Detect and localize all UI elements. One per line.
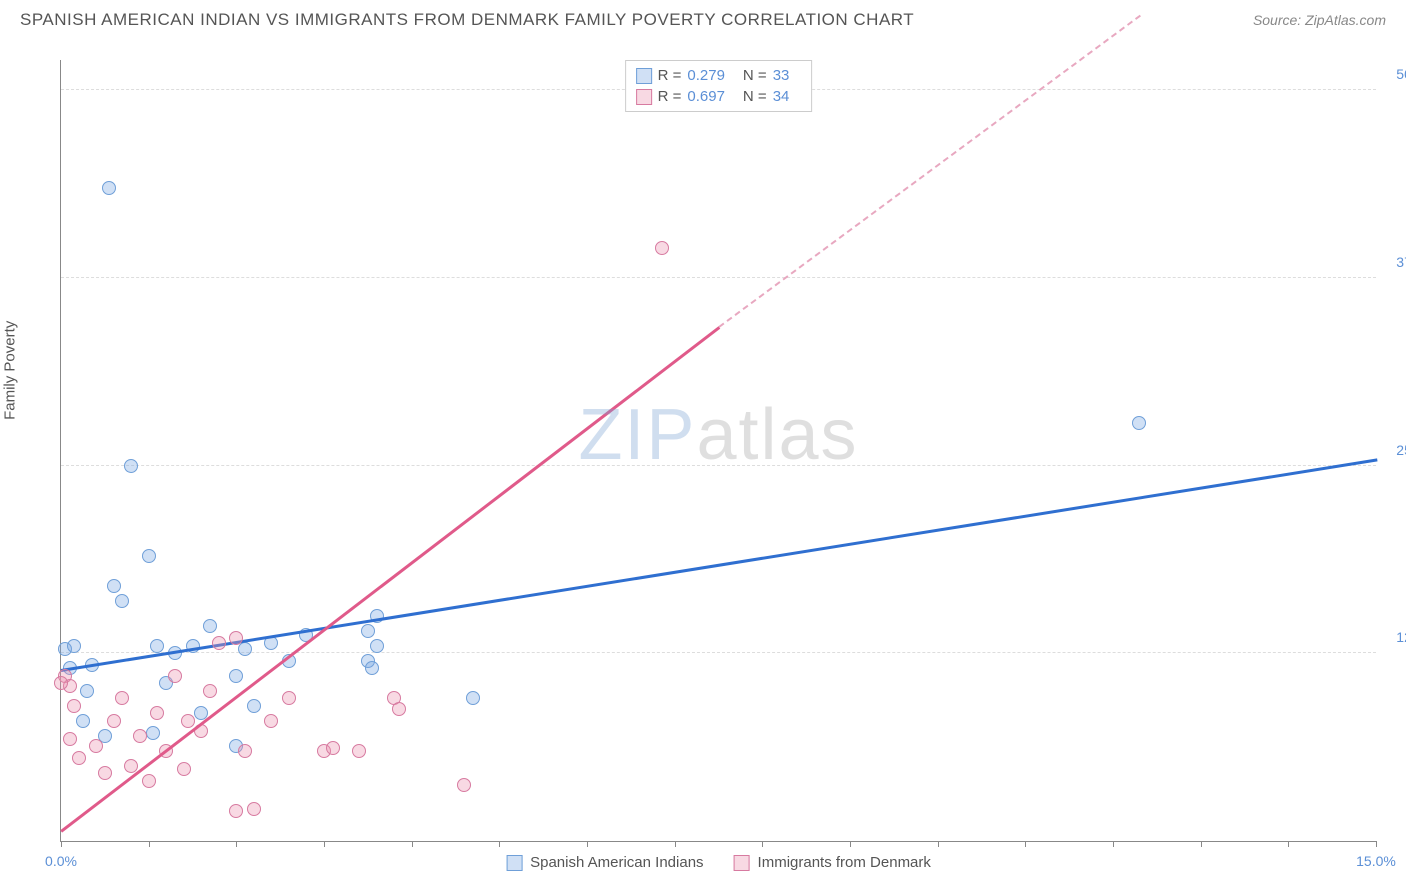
data-point (457, 778, 471, 792)
y-axis-label: Family Poverty (2, 321, 19, 420)
data-point (146, 726, 160, 740)
legend-r-value: 0.697 (687, 88, 725, 105)
legend-n-label: N = (743, 88, 767, 105)
data-point (67, 699, 81, 713)
x-tick (412, 841, 413, 847)
data-point (177, 762, 191, 776)
data-point (326, 741, 340, 755)
data-point (365, 661, 379, 675)
data-point (229, 804, 243, 818)
legend-r-label: R = (658, 67, 682, 84)
data-point (150, 639, 164, 653)
legend-item: Spanish American Indians (506, 854, 703, 871)
x-tick-label: 0.0% (45, 853, 77, 869)
data-point (80, 684, 94, 698)
data-point (181, 714, 195, 728)
data-point (655, 241, 669, 255)
data-point (203, 619, 217, 633)
data-point (238, 744, 252, 758)
legend-swatch (636, 89, 652, 105)
data-point (168, 669, 182, 683)
x-tick (61, 841, 62, 847)
x-tick (236, 841, 237, 847)
gridline-h (61, 652, 1376, 653)
legend-series-name: Immigrants from Denmark (758, 854, 931, 871)
x-tick (499, 841, 500, 847)
x-tick (587, 841, 588, 847)
legend-r-label: R = (658, 88, 682, 105)
x-tick (850, 841, 851, 847)
data-point (247, 699, 261, 713)
data-point (98, 766, 112, 780)
y-tick-label: 12.5% (1381, 629, 1406, 645)
x-tick (675, 841, 676, 847)
legend-series-name: Spanish American Indians (530, 854, 703, 871)
legend-swatch (636, 68, 652, 84)
data-point (54, 676, 68, 690)
legend-row: R = 0.279 N = 33 (636, 65, 802, 86)
watermark-atlas: atlas (696, 395, 858, 475)
x-tick (1201, 841, 1202, 847)
legend-row: R = 0.697 N = 34 (636, 86, 802, 107)
data-point (1132, 416, 1146, 430)
series-legend: Spanish American Indians Immigrants from … (506, 854, 931, 871)
plot-area: ZIPatlas R =0.279N =33R =0.697N =34 Span… (60, 60, 1376, 842)
gridline-h (61, 465, 1376, 466)
x-tick (1113, 841, 1114, 847)
data-point (247, 802, 261, 816)
data-point (133, 729, 147, 743)
data-point (229, 669, 243, 683)
data-point (352, 744, 366, 758)
data-point (89, 739, 103, 753)
data-point (76, 714, 90, 728)
legend-swatch (734, 855, 750, 871)
legend-swatch (506, 855, 522, 871)
data-point (203, 684, 217, 698)
x-tick (762, 841, 763, 847)
x-tick (938, 841, 939, 847)
data-point (282, 691, 296, 705)
x-tick (1376, 841, 1377, 847)
data-point (150, 706, 164, 720)
data-point (63, 732, 77, 746)
data-point (107, 714, 121, 728)
x-tick (1025, 841, 1026, 847)
gridline-h (61, 277, 1376, 278)
trend-line (61, 459, 1377, 672)
data-point (229, 631, 243, 645)
y-tick-label: 25.0% (1381, 442, 1406, 458)
x-tick (1288, 841, 1289, 847)
legend-n-value: 33 (773, 67, 790, 84)
chart-title: SPANISH AMERICAN INDIAN VS IMMIGRANTS FR… (20, 10, 914, 30)
legend-n-value: 34 (773, 88, 790, 105)
data-point (212, 636, 226, 650)
y-tick-label: 50.0% (1381, 66, 1406, 82)
x-tick (149, 841, 150, 847)
source-attribution: Source: ZipAtlas.com (1253, 12, 1386, 28)
y-tick-label: 37.5% (1381, 254, 1406, 270)
legend-r-value: 0.279 (687, 67, 725, 84)
legend-item: Immigrants from Denmark (734, 854, 931, 871)
chart-container: Family Poverty ZIPatlas R =0.279N =33R =… (20, 40, 1386, 882)
data-point (264, 714, 278, 728)
legend-n-label: N = (743, 67, 767, 84)
data-point (67, 639, 81, 653)
data-point (370, 639, 384, 653)
data-point (361, 624, 375, 638)
data-point (72, 751, 86, 765)
data-point (142, 549, 156, 563)
x-tick (324, 841, 325, 847)
data-point (392, 702, 406, 716)
watermark-zip: ZIP (578, 395, 696, 475)
correlation-legend: R = 0.279 N = 33 R = 0.697 N = 34 (625, 60, 813, 112)
data-point (142, 774, 156, 788)
data-point (115, 594, 129, 608)
x-tick-label: 15.0% (1356, 853, 1396, 869)
data-point (466, 691, 480, 705)
data-point (124, 459, 138, 473)
data-point (102, 181, 116, 195)
data-point (107, 579, 121, 593)
data-point (115, 691, 129, 705)
